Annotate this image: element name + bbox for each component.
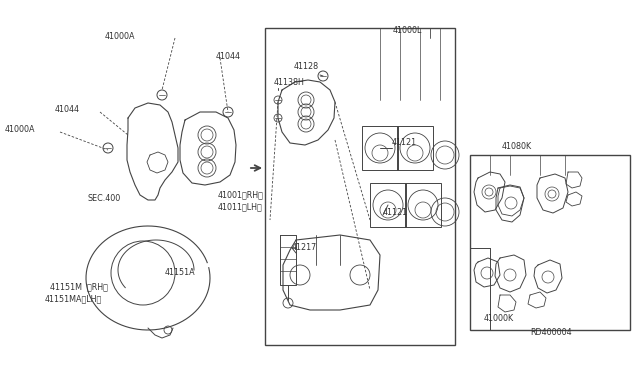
Text: 41121: 41121: [383, 208, 408, 217]
Text: 41151A: 41151A: [165, 268, 196, 277]
Text: 41121: 41121: [392, 138, 417, 147]
Text: 41217: 41217: [292, 243, 317, 252]
Text: 41151M  〈RH〉: 41151M 〈RH〉: [50, 282, 108, 291]
Text: SEC.400: SEC.400: [88, 194, 121, 203]
Text: RD400004: RD400004: [530, 328, 572, 337]
Text: 41044: 41044: [216, 52, 241, 61]
Text: 41151MA〈LH〉: 41151MA〈LH〉: [45, 294, 102, 303]
Text: 41044: 41044: [55, 105, 80, 114]
Bar: [470, 155, 630, 330]
Bar: [265, 28, 455, 345]
Text: 41000L: 41000L: [393, 26, 422, 35]
Text: 41080K: 41080K: [502, 142, 532, 151]
Text: 41011〈LH〉: 41011〈LH〉: [218, 202, 263, 211]
Text: 41138H: 41138H: [274, 78, 305, 87]
Bar: [405, 183, 441, 227]
Text: 41000A: 41000A: [105, 32, 135, 41]
Bar: [370, 183, 406, 227]
Text: 41000A: 41000A: [5, 125, 35, 134]
Bar: [397, 126, 433, 170]
Text: 41000K: 41000K: [484, 314, 514, 323]
Text: 41001〈RH〉: 41001〈RH〉: [218, 190, 264, 199]
Text: 41128: 41128: [294, 62, 319, 71]
Bar: [362, 126, 398, 170]
